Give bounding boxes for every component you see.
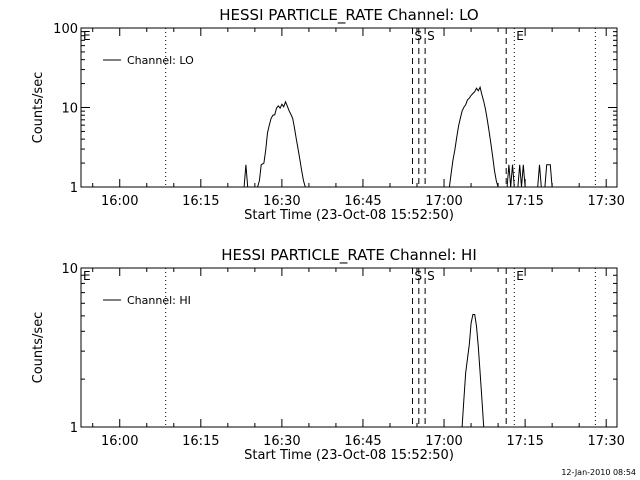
y-axis-label: Counts/sec [31, 72, 46, 144]
x-tick-label: 16:00 [101, 194, 138, 209]
event-marker-label: E [83, 269, 91, 283]
event-marker-label: S [427, 269, 435, 283]
x-tick-label: 17:00 [425, 194, 462, 209]
x-tick-label: 16:15 [182, 434, 219, 449]
panel-1: HESSI PARTICLE_RATE Channel: LO 16:00 16:1… [31, 6, 625, 223]
y-tick-label: 1 [70, 421, 78, 436]
x-tick-label: 17:30 [587, 434, 624, 449]
x-tick-label: 16:45 [344, 194, 381, 209]
plot-frame [80, 267, 618, 428]
x-axis-label: Start Time (23-Oct-08 15:52:50) [244, 448, 454, 463]
plot-frame [80, 27, 618, 188]
x-tick-label: 16:45 [344, 434, 381, 449]
panel-2: HESSI PARTICLE_RATE Channel: HI 16:00 16:1… [31, 246, 625, 463]
x-tick-label: 16:30 [263, 194, 300, 209]
x-tick-label: 16:15 [182, 194, 219, 209]
event-marker-label: S [415, 269, 423, 283]
x-tick-label: 17:30 [587, 194, 624, 209]
series-line [461, 314, 485, 428]
footer-timestamp: 12-Jan-2010 08:54 [561, 468, 636, 477]
x-tick-label: 17:15 [506, 434, 543, 449]
event-marker-label: S [415, 29, 423, 43]
x-tick-label: 16:30 [263, 434, 300, 449]
series-line [243, 85, 553, 188]
x-tick-label: 17:15 [506, 194, 543, 209]
legend-entry: Channel: HI [127, 294, 191, 307]
chart-title: HESSI PARTICLE_RATE Channel: LO [219, 6, 478, 25]
event-marker-label: E [83, 29, 91, 43]
y-axis-label: Counts/sec [31, 312, 46, 384]
y-tick-label: 10 [61, 262, 78, 277]
event-marker-label: E [516, 29, 524, 43]
x-tick-label: 16:00 [101, 434, 138, 449]
event-marker-label: S [427, 29, 435, 43]
x-tick-label: 17:00 [425, 434, 462, 449]
legend-entry: Channel: LO [127, 54, 194, 67]
chart-title: HESSI PARTICLE_RATE Channel: HI [221, 246, 477, 265]
y-tick-label: 1 [70, 181, 78, 196]
x-axis-label: Start Time (23-Oct-08 15:52:50) [244, 208, 454, 223]
event-marker-label: E [516, 269, 524, 283]
y-tick-label: 10 [61, 102, 78, 117]
y-tick-label: 100 [53, 22, 78, 37]
